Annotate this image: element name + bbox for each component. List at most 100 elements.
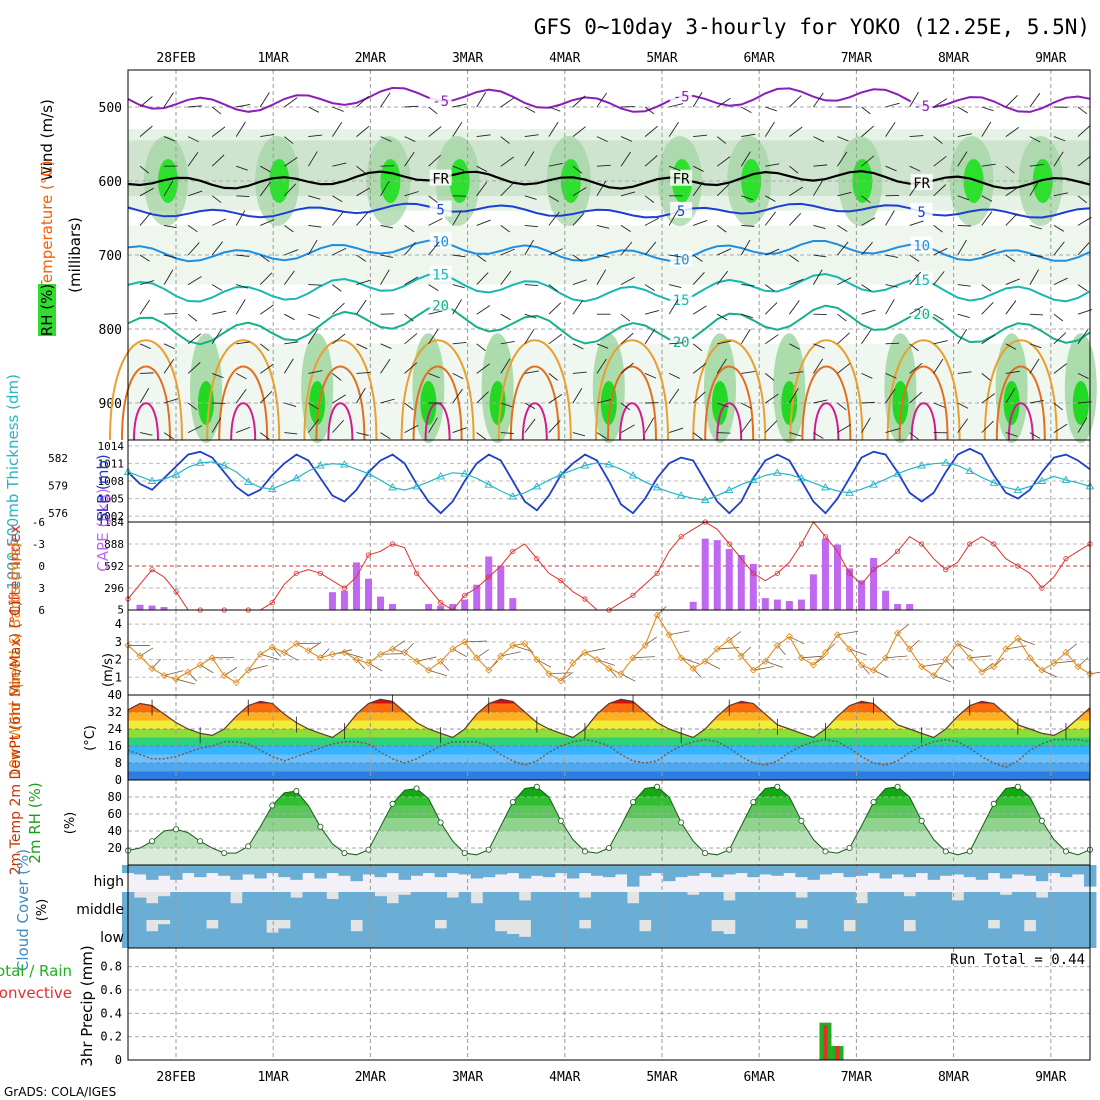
cloud-cell [903,931,917,948]
thickness-tick: 582 [48,452,68,465]
wind-barb [284,313,295,321]
rh-marker [750,799,757,806]
wind-barb [933,358,944,374]
upper-air-panel: 500 600 700 800 900 -5 -5 -5 FR FR FR 5 5 5 10 10 10 15 15… [99,69,1097,444]
wind-speed-marker [1050,659,1058,667]
wind-barb [452,210,462,226]
wind-barb-10m [873,669,889,678]
wind-barb [404,313,414,322]
rh-marker [702,850,709,857]
wind-speed-marker [256,650,264,658]
wind-barb [596,180,607,197]
cloud-cell [627,920,640,948]
wind-barb [909,91,919,108]
thickness-marker [749,475,758,484]
wind-barb [236,195,250,198]
cloud-cell [158,924,171,948]
temp-tick: 24 [108,722,122,736]
wind-barb [380,358,391,374]
contour-label-bg [670,87,693,104]
wind-barb [717,248,732,256]
cloud-cell [963,865,977,878]
wind-barb [1005,278,1020,286]
cloud-cell [1035,897,1049,920]
wind-barb [957,418,969,433]
cloud-cell [206,892,219,920]
wind-barb [476,432,486,440]
wind-barb [861,372,873,379]
wind-barb [380,92,391,108]
cloud-cell [651,920,664,948]
cloud-cell [975,865,989,880]
wind-barb [789,212,802,226]
surface-heating-contour [607,365,657,441]
cloud-panel: (%) [35,864,1097,949]
wind-barb [187,151,199,167]
wind-speed-marker [449,645,457,653]
wind-speed-marker [268,643,276,651]
wind-tick: 2 [115,653,122,667]
wind-barb [259,390,273,404]
wind-barb [380,165,395,167]
wind-barb [1005,94,1018,108]
cape-label: CAPE (J/kg) [94,488,112,571]
wind-barb [452,121,463,137]
cloud-cell [891,920,905,948]
wind-barb [741,284,755,287]
cape-tick: 1184 [98,516,125,529]
wind-barb [789,95,802,108]
rh-marker [870,799,877,806]
wind-barb [765,334,779,345]
thickness-marker [195,458,205,466]
wind-barb [572,254,583,262]
wind-speed-marker [773,641,781,649]
date-label-top: 4MAR [549,51,580,66]
cloud-cell [158,896,171,920]
wind-speed-marker [557,677,565,685]
wind-barb [668,372,680,379]
li-marker [438,600,444,606]
surface-heating-contour [206,339,281,441]
wind-barb [909,362,923,374]
precip-axis-label: 3hr Precip (mm) [78,945,96,1066]
wind-barb [187,402,198,411]
wind-barb [1005,213,1018,226]
wind-barb [236,341,251,345]
wind-barb [139,212,152,226]
wind-barb [837,277,852,286]
wind-barb [716,136,727,144]
wind-speed-marker [882,654,890,662]
cape-bar [882,590,890,610]
cape-bar [365,578,372,610]
cloud-cell [590,892,604,920]
wind-barb [211,329,222,345]
cloud-cell [374,896,387,920]
wind-speed-marker [521,640,529,648]
surface-heating-contour [303,339,378,441]
wind-barb [476,134,491,138]
wind-barb [909,181,920,197]
cloud-cell [771,892,784,920]
wind-barb [620,362,634,374]
wind-barb [500,225,511,233]
wind-barb [620,276,635,285]
wind-barb-10m [921,662,943,668]
cape-bar [749,563,757,610]
cloud-cell [326,920,339,948]
wind-barb [308,106,320,113]
wind-speed-marker [1014,634,1022,642]
contour-label: 10 [432,235,449,251]
contour-label-bg [670,250,693,267]
thickness-marker [292,473,301,482]
wind-barb-10m [969,655,992,659]
cloud-cell [615,865,628,875]
wind-speed-marker [148,664,156,673]
thickness-marker [436,472,445,480]
wind-barb [933,155,947,167]
wind-barb [236,165,248,171]
wind-barb [981,301,994,315]
wind-barb [885,165,897,172]
surface-heating-contour [898,365,949,441]
wind-speed-marker [701,657,709,665]
wind-barb [380,432,391,440]
